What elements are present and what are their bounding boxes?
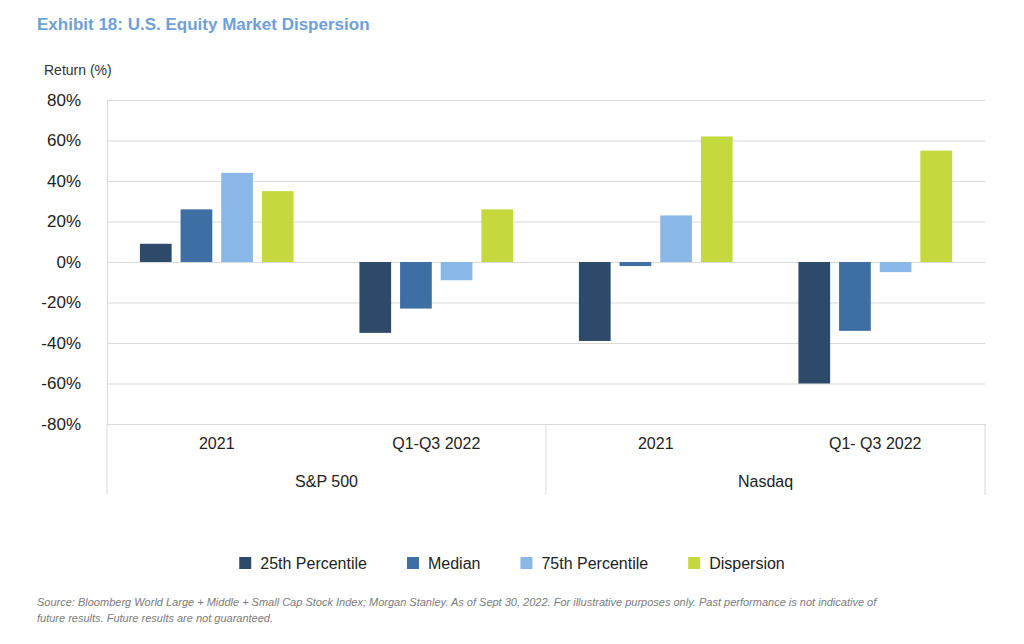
y-tick: 40%	[47, 172, 985, 191]
legend-swatch	[520, 557, 532, 569]
category-group-label: S&P 500	[295, 473, 358, 490]
bar	[579, 262, 611, 341]
bar	[441, 262, 473, 280]
legend-swatch	[407, 557, 419, 569]
y-axis: -80% -60% -40% -20% 0% 20% 40% 60% 80%	[41, 91, 985, 434]
bar	[181, 209, 213, 262]
legend-swatch	[688, 557, 700, 569]
grid-line	[107, 100, 985, 101]
y-axis-title: Return (%)	[44, 62, 112, 78]
y-tick-label: 20%	[47, 212, 81, 231]
legend-item: 25th Percentile	[239, 555, 367, 572]
y-tick: -80%	[41, 415, 985, 434]
y-tick-label: 0%	[56, 253, 81, 272]
bar-series	[221, 173, 911, 280]
bar	[620, 262, 652, 266]
legend-label: 25th Percentile	[260, 555, 367, 572]
bar	[920, 151, 952, 262]
group-separator	[107, 424, 108, 495]
bar	[880, 262, 912, 272]
bar	[660, 215, 692, 262]
y-tick: 80%	[47, 91, 985, 110]
x-tick-label: Q1-Q3 2022	[392, 435, 480, 452]
legend-item: 75th Percentile	[520, 555, 648, 572]
chart-title: Exhibit 18: U.S. Equity Market Dispersio…	[37, 15, 370, 34]
x-tick-label: 2021	[638, 435, 674, 452]
x-tick-label: Q1- Q3 2022	[829, 435, 922, 452]
bar	[798, 262, 830, 384]
y-tick-label: -80%	[41, 415, 81, 434]
y-tick: 60%	[47, 131, 985, 150]
x-tick-label: 2021	[199, 435, 235, 452]
bar	[221, 173, 253, 262]
y-tick-label: -40%	[41, 334, 81, 353]
source-note: future results. Future results are not g…	[37, 612, 273, 624]
x-tick: 2021	[199, 424, 235, 452]
bar	[140, 244, 172, 262]
x-tick: Q1-Q3 2022	[392, 424, 480, 452]
legend-label: Median	[428, 555, 480, 572]
y-tick-label: 40%	[47, 172, 81, 191]
group-separator	[546, 424, 547, 495]
legend: 25th Percentile Median 75th Percentile Disp…	[239, 555, 785, 572]
category-group-label: Nasdaq	[738, 473, 793, 490]
source-note: Source: Bloomberg World Large + Middle +…	[37, 596, 877, 608]
bar	[359, 262, 391, 333]
y-tick-label: -20%	[41, 293, 81, 312]
bar	[481, 209, 513, 262]
legend-item: Median	[407, 555, 480, 572]
y-tick: -60%	[41, 374, 985, 393]
y-tick-label: -60%	[41, 374, 81, 393]
x-tick: Q1- Q3 2022	[829, 424, 922, 452]
chart-svg: Exhibit 18: U.S. Equity Market Dispersio…	[0, 0, 1024, 644]
grid-line	[107, 384, 985, 385]
chart-container: Exhibit 18: U.S. Equity Market Dispersio…	[0, 0, 1024, 644]
y-tick: -40%	[41, 334, 985, 353]
bar-series	[262, 136, 952, 262]
bar-series	[140, 244, 830, 384]
group-separator	[985, 424, 986, 495]
x-tick: 2021	[638, 424, 674, 452]
y-tick-label: 60%	[47, 131, 81, 150]
grid-line	[107, 141, 985, 142]
bar	[262, 191, 294, 262]
legend-item: Dispersion	[688, 555, 785, 572]
bar	[839, 262, 871, 331]
bar	[701, 136, 733, 262]
bar	[400, 262, 432, 309]
legend-label: Dispersion	[709, 555, 785, 572]
y-axis-line	[108, 101, 986, 425]
legend-label: 75th Percentile	[541, 555, 648, 572]
bars	[140, 136, 952, 383]
legend-swatch	[239, 557, 251, 569]
y-tick-label: 80%	[47, 91, 81, 110]
grid-line	[107, 343, 985, 344]
